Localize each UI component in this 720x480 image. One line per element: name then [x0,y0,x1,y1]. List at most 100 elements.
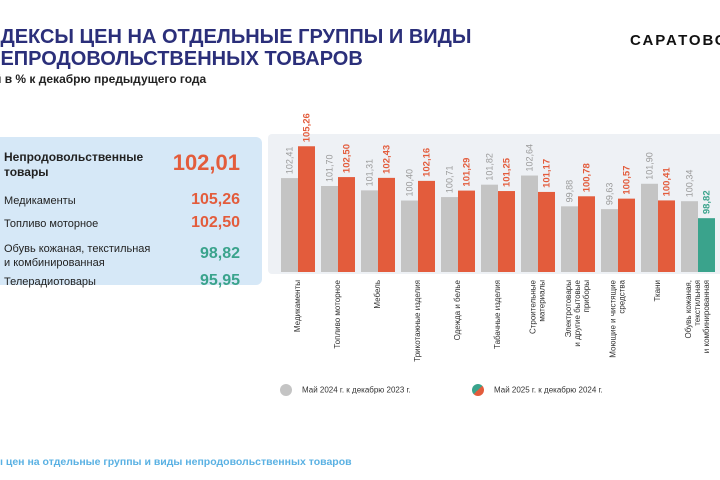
legend-item-2024: Май 2024 г. к декабрю 2023 г. [280,384,411,396]
data-label: 98,82 [702,190,713,214]
data-label: 101,31 [365,159,375,187]
summary-label: Медикаменты [4,195,76,207]
category-label-line: Медикаменты [293,280,302,332]
summary-row-footwear: Обувь кожаная, текстильная и комбинирова… [0,240,262,270]
legend-item-2025: Май 2025 г. к декабрю 2024 г. [472,384,603,396]
data-label: 101,90 [645,152,655,180]
footer-caption: ы цен на отдельные группы и виды непродо… [0,456,352,468]
data-label: 101,29 [462,158,473,187]
bar-2024 [321,186,338,272]
data-label: 102,64 [525,144,535,172]
title-line-2: НЕПРОДОВОЛЬСТВЕННЫХ ТОВАРОВ [0,48,363,70]
category-label-line: Трикотажные изделия [413,280,422,362]
data-label: 101,82 [485,153,495,181]
category-label: Моющие и чистящиесредства [609,279,627,357]
category-label-line: Обувь кожаная, [684,280,693,338]
summary-label: Непродовольственные товары [4,150,143,180]
summary-label-line-2: товары [4,165,49,179]
bar-2025 [338,177,355,272]
bar-2024 [361,190,378,272]
category-label-line: материалы [538,280,547,322]
data-label: 99,88 [565,180,575,203]
data-label: 102,43 [382,145,393,174]
data-label: 102,50 [342,144,353,173]
category-label-line: Ткани [653,280,662,302]
data-label: 101,70 [325,154,335,182]
bar-2024 [521,175,538,272]
category-label-line: средства [618,279,627,313]
summary-label-line-1: Обувь кожаная, текстильная [4,243,151,255]
bar-2025 [418,180,435,272]
title-line-1: НДЕКСЫ ЦЕН НА ОТДЕЛЬНЫЕ ГРУППЫ И ВИДЫ [0,26,472,48]
bar-2025 [458,190,475,272]
summary-value: 102,50 [191,214,240,231]
category-label-line: и другие бытовые [573,279,582,346]
category-label: Трикотажные изделия [413,280,422,362]
bar-2025 [698,218,715,272]
data-label: 102,41 [285,147,295,175]
data-label: 100,78 [582,163,593,192]
category-label: Обувь кожаная,текстильнаяи комбинированн… [684,280,711,353]
bar-2024 [681,201,698,272]
category-label-line: Топливо моторное [333,279,342,348]
bar-2024 [641,183,658,272]
summary-label: Обувь кожаная, текстильная и комбинирова… [4,242,150,270]
data-label: 101,17 [542,159,553,188]
data-label: 100,41 [662,167,673,197]
bar-2024 [481,184,498,272]
summary-label-line-1: Непродовольственные [4,150,144,164]
brand-logo-text: САРАТОВС [630,32,720,49]
data-label: 100,40 [405,169,415,197]
bar-2024 [561,206,578,272]
summary-value: 102,01 [172,150,240,175]
legend-swatch-2025 [472,384,484,396]
bar-2024 [281,178,298,272]
summary-row-fuel: Топливо моторное 102,50 [0,214,262,234]
summary-row-tv-radio: Телерадиотовары 95,95 [0,272,262,292]
bar-2025 [578,196,595,272]
data-label: 99,63 [605,183,615,206]
category-label-line: Моющие и чистящие [609,279,618,357]
summary-value: 98,82 [199,245,240,262]
category-label: Электротоварыи другие бытовыеприборы [564,279,591,346]
category-label: Топливо моторное [333,279,342,348]
category-label-line: Одежда и белье [453,279,462,340]
summary-label-line-2: и комбинированная [4,257,105,269]
category-label: Одежда и белье [453,279,462,340]
bar-2025 [658,200,675,272]
bar-2024 [401,200,418,272]
bar-2025 [618,198,635,272]
summary-value: 95,95 [199,272,240,289]
bar-2025 [298,146,315,272]
category-label-line: Табачные изделия [493,280,502,349]
page-subtitle: й в % к декабрю предыдущего года [0,72,207,86]
summary-value: 105,26 [191,191,240,208]
category-label-line: и комбинированная [702,280,711,353]
legend-label-2024: Май 2024 г. к декабрю 2023 г. [302,385,411,395]
page-title: НДЕКСЫ ЦЕН НА ОТДЕЛЬНЫЕ ГРУППЫ И ВИДЫ НЕ… [0,26,506,70]
bar-2024 [601,209,618,272]
summary-label: Топливо моторное [4,218,99,230]
category-label: Медикаменты [293,280,302,332]
data-label: 105,26 [302,113,313,142]
category-label-line: текстильная [693,280,702,326]
summary-label: Телерадиотовары [4,276,96,288]
category-label-line: Мебель [373,280,382,309]
category-label: Табачные изделия [493,280,502,349]
summary-row-medicines: Медикаменты 105,26 [0,191,262,211]
data-label: 100,57 [622,166,633,195]
legend-swatch-2024 [280,384,292,396]
data-label: 100,34 [685,170,695,198]
bar-2025 [538,191,555,272]
summary-panel: Непродовольственные товары 102,01 Медика… [0,137,262,289]
category-label-line: Электротовары [564,280,573,338]
bar-2024 [441,197,458,272]
data-label: 100,71 [445,166,455,194]
category-label: Строительныематериалы [529,279,547,334]
category-label: Мебель [373,280,382,309]
category-label-line: приборы [582,280,591,313]
category-label: Ткани [653,280,662,302]
category-label-line: Строительные [529,279,538,334]
data-label: 102,16 [422,148,433,177]
